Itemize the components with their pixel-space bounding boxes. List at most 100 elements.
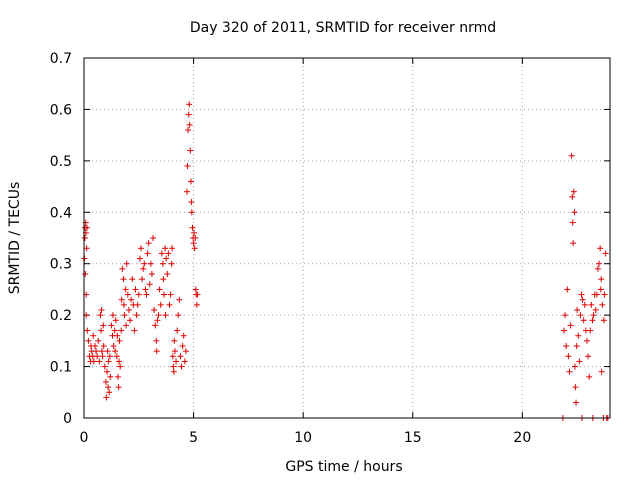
data-point [560, 327, 567, 334]
data-point [565, 353, 572, 360]
data-point [91, 343, 98, 349]
data-point [128, 296, 135, 303]
data-point [100, 343, 107, 349]
data-point [143, 291, 150, 298]
data-point [129, 276, 136, 283]
data-point [141, 260, 148, 267]
data-point [82, 271, 89, 277]
data-point [147, 260, 154, 267]
data-point [569, 219, 576, 226]
data-point [164, 271, 171, 277]
data-point [113, 353, 120, 360]
data-point [171, 348, 178, 355]
data-point [563, 343, 570, 349]
data-point [84, 224, 91, 231]
data-point [155, 312, 162, 319]
data-point [585, 353, 592, 360]
data-point [570, 240, 577, 247]
data-point [180, 332, 187, 339]
data-point [193, 301, 200, 308]
data-point [107, 373, 114, 380]
data-point [594, 265, 601, 272]
data-point [116, 337, 123, 344]
data-point [160, 291, 167, 298]
y-axis-label: SRMTID / TECUs [7, 182, 23, 295]
data-point [106, 353, 113, 360]
data-point [99, 353, 106, 360]
data-point [134, 301, 141, 308]
data-point [573, 343, 580, 349]
x-axis-label: GPS time / hours [285, 459, 402, 475]
data-point [192, 286, 199, 293]
data-point [593, 291, 600, 298]
data-point [145, 240, 152, 247]
data-point [81, 235, 88, 241]
data-point [115, 384, 122, 391]
data-point [572, 384, 579, 391]
data-point [573, 399, 580, 406]
data-point [133, 312, 140, 319]
data-point [168, 260, 175, 267]
y-tick-label: 0.2 [50, 308, 72, 324]
data-point [160, 276, 167, 283]
data-point [580, 317, 587, 324]
data-point [185, 127, 192, 133]
data-point [101, 363, 108, 370]
data-point [171, 337, 178, 344]
data-point [100, 322, 107, 329]
data-point [598, 368, 605, 375]
data-point [105, 358, 112, 365]
data-point [169, 245, 176, 252]
data-point [194, 291, 201, 298]
data-point [569, 193, 576, 200]
data-point [106, 389, 113, 396]
data-point [137, 245, 144, 252]
data-point [579, 296, 586, 303]
data-point [123, 322, 130, 329]
data-point [575, 332, 582, 339]
data-point [85, 337, 92, 344]
data-point [140, 265, 147, 272]
data-point [574, 307, 581, 313]
data-point [98, 348, 105, 355]
data-point [571, 363, 578, 370]
data-point [114, 373, 121, 380]
data-point [178, 363, 185, 370]
data-point [142, 286, 149, 293]
x-tick-label: 0 [80, 430, 89, 446]
data-point [576, 358, 583, 365]
data-point [578, 291, 585, 298]
data-point [135, 291, 142, 298]
data-point [192, 235, 199, 241]
data-point [184, 188, 191, 195]
data-point [587, 327, 594, 334]
grid-lines [84, 58, 610, 418]
data-point [568, 152, 575, 159]
data-point [153, 337, 160, 344]
data-point [84, 327, 91, 334]
data-point [136, 255, 143, 262]
data-point [184, 163, 191, 169]
data-point [597, 245, 604, 252]
data-point [124, 291, 131, 298]
data-point [600, 317, 607, 324]
data-point [120, 301, 127, 308]
data-point [131, 327, 138, 334]
x-tick-label: 20 [513, 430, 531, 446]
data-point [581, 301, 588, 308]
data-point [188, 199, 195, 205]
data-point [577, 312, 584, 319]
data-point [597, 286, 604, 293]
data-point [108, 322, 115, 329]
data-point [125, 307, 132, 313]
y-tick-label: 0.4 [50, 205, 72, 221]
data-point [151, 307, 158, 313]
x-tick-label: 5 [189, 430, 198, 446]
data-point [191, 245, 198, 252]
data-point [90, 332, 97, 339]
y-tick-label: 0.1 [50, 360, 72, 376]
data-point [105, 384, 112, 391]
x-axis-ticks: 0 5 10 15 20 [80, 58, 531, 446]
data-point [173, 358, 180, 365]
data-point [562, 312, 569, 319]
